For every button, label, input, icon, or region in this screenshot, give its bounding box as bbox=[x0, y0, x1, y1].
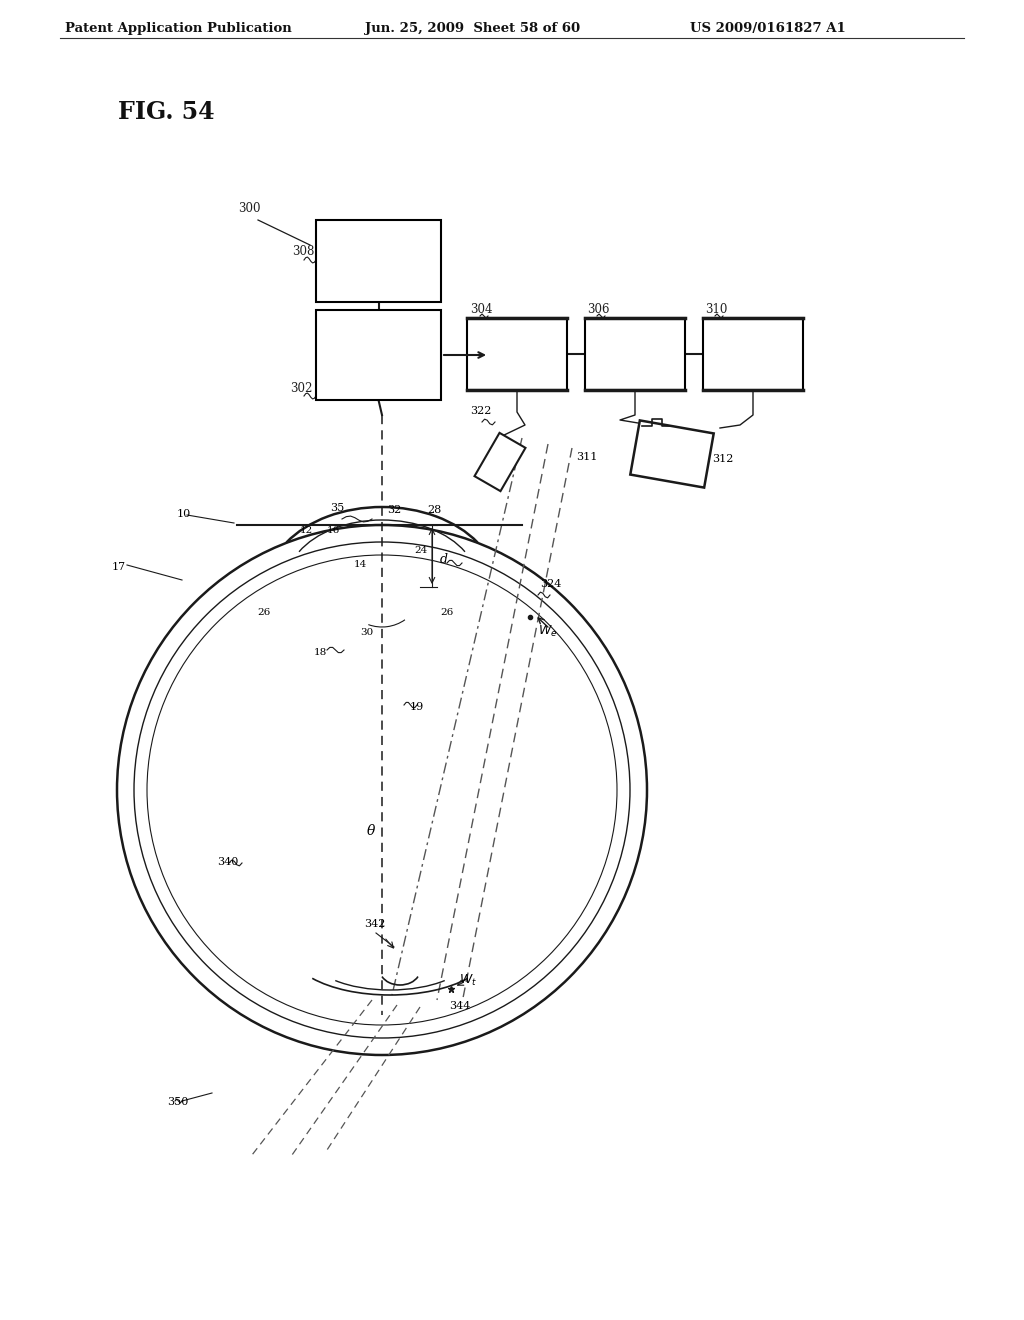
Text: 28: 28 bbox=[427, 506, 441, 515]
Text: $W_t$: $W_t$ bbox=[459, 973, 477, 989]
Text: Jun. 25, 2009  Sheet 58 of 60: Jun. 25, 2009 Sheet 58 of 60 bbox=[365, 22, 581, 36]
Text: US 2009/0161827 A1: US 2009/0161827 A1 bbox=[690, 22, 846, 36]
Text: 24: 24 bbox=[414, 546, 427, 554]
Text: 18: 18 bbox=[314, 648, 328, 657]
Text: 344: 344 bbox=[449, 1001, 470, 1011]
Text: 26: 26 bbox=[440, 609, 454, 616]
Polygon shape bbox=[631, 420, 714, 487]
Text: 30: 30 bbox=[360, 628, 374, 638]
Text: θ: θ bbox=[367, 824, 376, 838]
Text: 310: 310 bbox=[705, 304, 727, 315]
Text: d: d bbox=[440, 553, 449, 566]
Text: 35: 35 bbox=[330, 503, 344, 513]
Text: 342: 342 bbox=[364, 919, 385, 929]
Text: FIG. 54: FIG. 54 bbox=[118, 100, 215, 124]
Bar bbox=[316, 220, 441, 302]
Text: 32: 32 bbox=[387, 506, 401, 515]
Text: 12: 12 bbox=[300, 525, 313, 535]
Text: 311: 311 bbox=[575, 451, 597, 462]
Text: Patent Application Publication: Patent Application Publication bbox=[65, 22, 292, 36]
Bar bbox=[316, 310, 441, 400]
Polygon shape bbox=[474, 433, 525, 491]
Text: 340: 340 bbox=[217, 857, 239, 867]
Text: 300: 300 bbox=[238, 202, 260, 215]
Text: 350: 350 bbox=[167, 1097, 188, 1107]
Text: 312: 312 bbox=[712, 454, 733, 465]
Bar bbox=[467, 318, 567, 389]
Text: $W_e$: $W_e$ bbox=[538, 624, 557, 639]
Bar bbox=[703, 318, 803, 389]
Text: 10: 10 bbox=[177, 510, 191, 519]
Text: 302: 302 bbox=[290, 381, 312, 395]
Text: 19: 19 bbox=[410, 702, 424, 711]
Text: 324: 324 bbox=[540, 579, 561, 589]
Bar bbox=[585, 318, 685, 389]
Text: 14: 14 bbox=[354, 560, 368, 569]
Text: 16: 16 bbox=[327, 525, 340, 535]
Text: 26: 26 bbox=[257, 609, 270, 616]
Text: 17: 17 bbox=[112, 562, 126, 572]
Text: 308: 308 bbox=[292, 246, 314, 257]
Text: 306: 306 bbox=[587, 304, 609, 315]
Text: 322: 322 bbox=[470, 407, 492, 416]
Text: 304: 304 bbox=[470, 304, 493, 315]
